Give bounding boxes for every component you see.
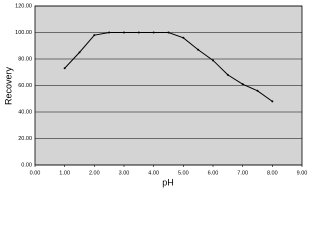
y-tick-label: 40.00 bbox=[18, 109, 32, 115]
x-tick-label: 5.00 bbox=[178, 170, 189, 176]
x-tick-label: 3.00 bbox=[119, 170, 130, 176]
y-tick-label: 60.00 bbox=[18, 83, 32, 89]
y-axis-title: Recovery bbox=[3, 66, 13, 105]
data-point bbox=[182, 36, 185, 39]
data-point bbox=[123, 31, 125, 34]
y-tick-label: 20.00 bbox=[18, 136, 32, 142]
data-point bbox=[167, 31, 170, 34]
x-tick-label: 6.00 bbox=[208, 170, 219, 176]
data-point bbox=[78, 51, 81, 54]
data-point bbox=[137, 31, 140, 34]
x-tick-label: 0.00 bbox=[30, 170, 41, 176]
y-tick-label: 80.00 bbox=[18, 56, 32, 62]
x-tick-label: 9.00 bbox=[297, 170, 308, 176]
data-point bbox=[271, 100, 274, 103]
x-tick-label: 1.00 bbox=[59, 170, 70, 176]
chart: pH Recovery 0.00 20.00 40.00 60.00 80.00 100.… bbox=[3, 3, 308, 187]
x-tick-label: 2.00 bbox=[89, 170, 100, 176]
data-point bbox=[63, 67, 66, 70]
data-point bbox=[152, 31, 155, 34]
x-tick-label: 4.00 bbox=[148, 170, 159, 176]
x-tick-label: 7.00 bbox=[237, 170, 248, 176]
data-point bbox=[226, 73, 229, 76]
x-tick-label: 8.00 bbox=[267, 170, 278, 176]
x-axis-title: pH bbox=[162, 177, 174, 187]
y-tick-label: 100.00 bbox=[15, 30, 32, 36]
data-point bbox=[197, 48, 200, 51]
data-point bbox=[212, 59, 214, 62]
data-point bbox=[108, 31, 111, 34]
y-tick-label: 0.00 bbox=[21, 162, 32, 168]
data-point bbox=[256, 89, 259, 92]
page: pH Recovery 0.00 20.00 40.00 60.00 80.00 100.… bbox=[3, 3, 308, 188]
data-point bbox=[93, 34, 96, 37]
y-tick-label: 120.00 bbox=[15, 3, 32, 9]
data-point bbox=[241, 83, 244, 86]
